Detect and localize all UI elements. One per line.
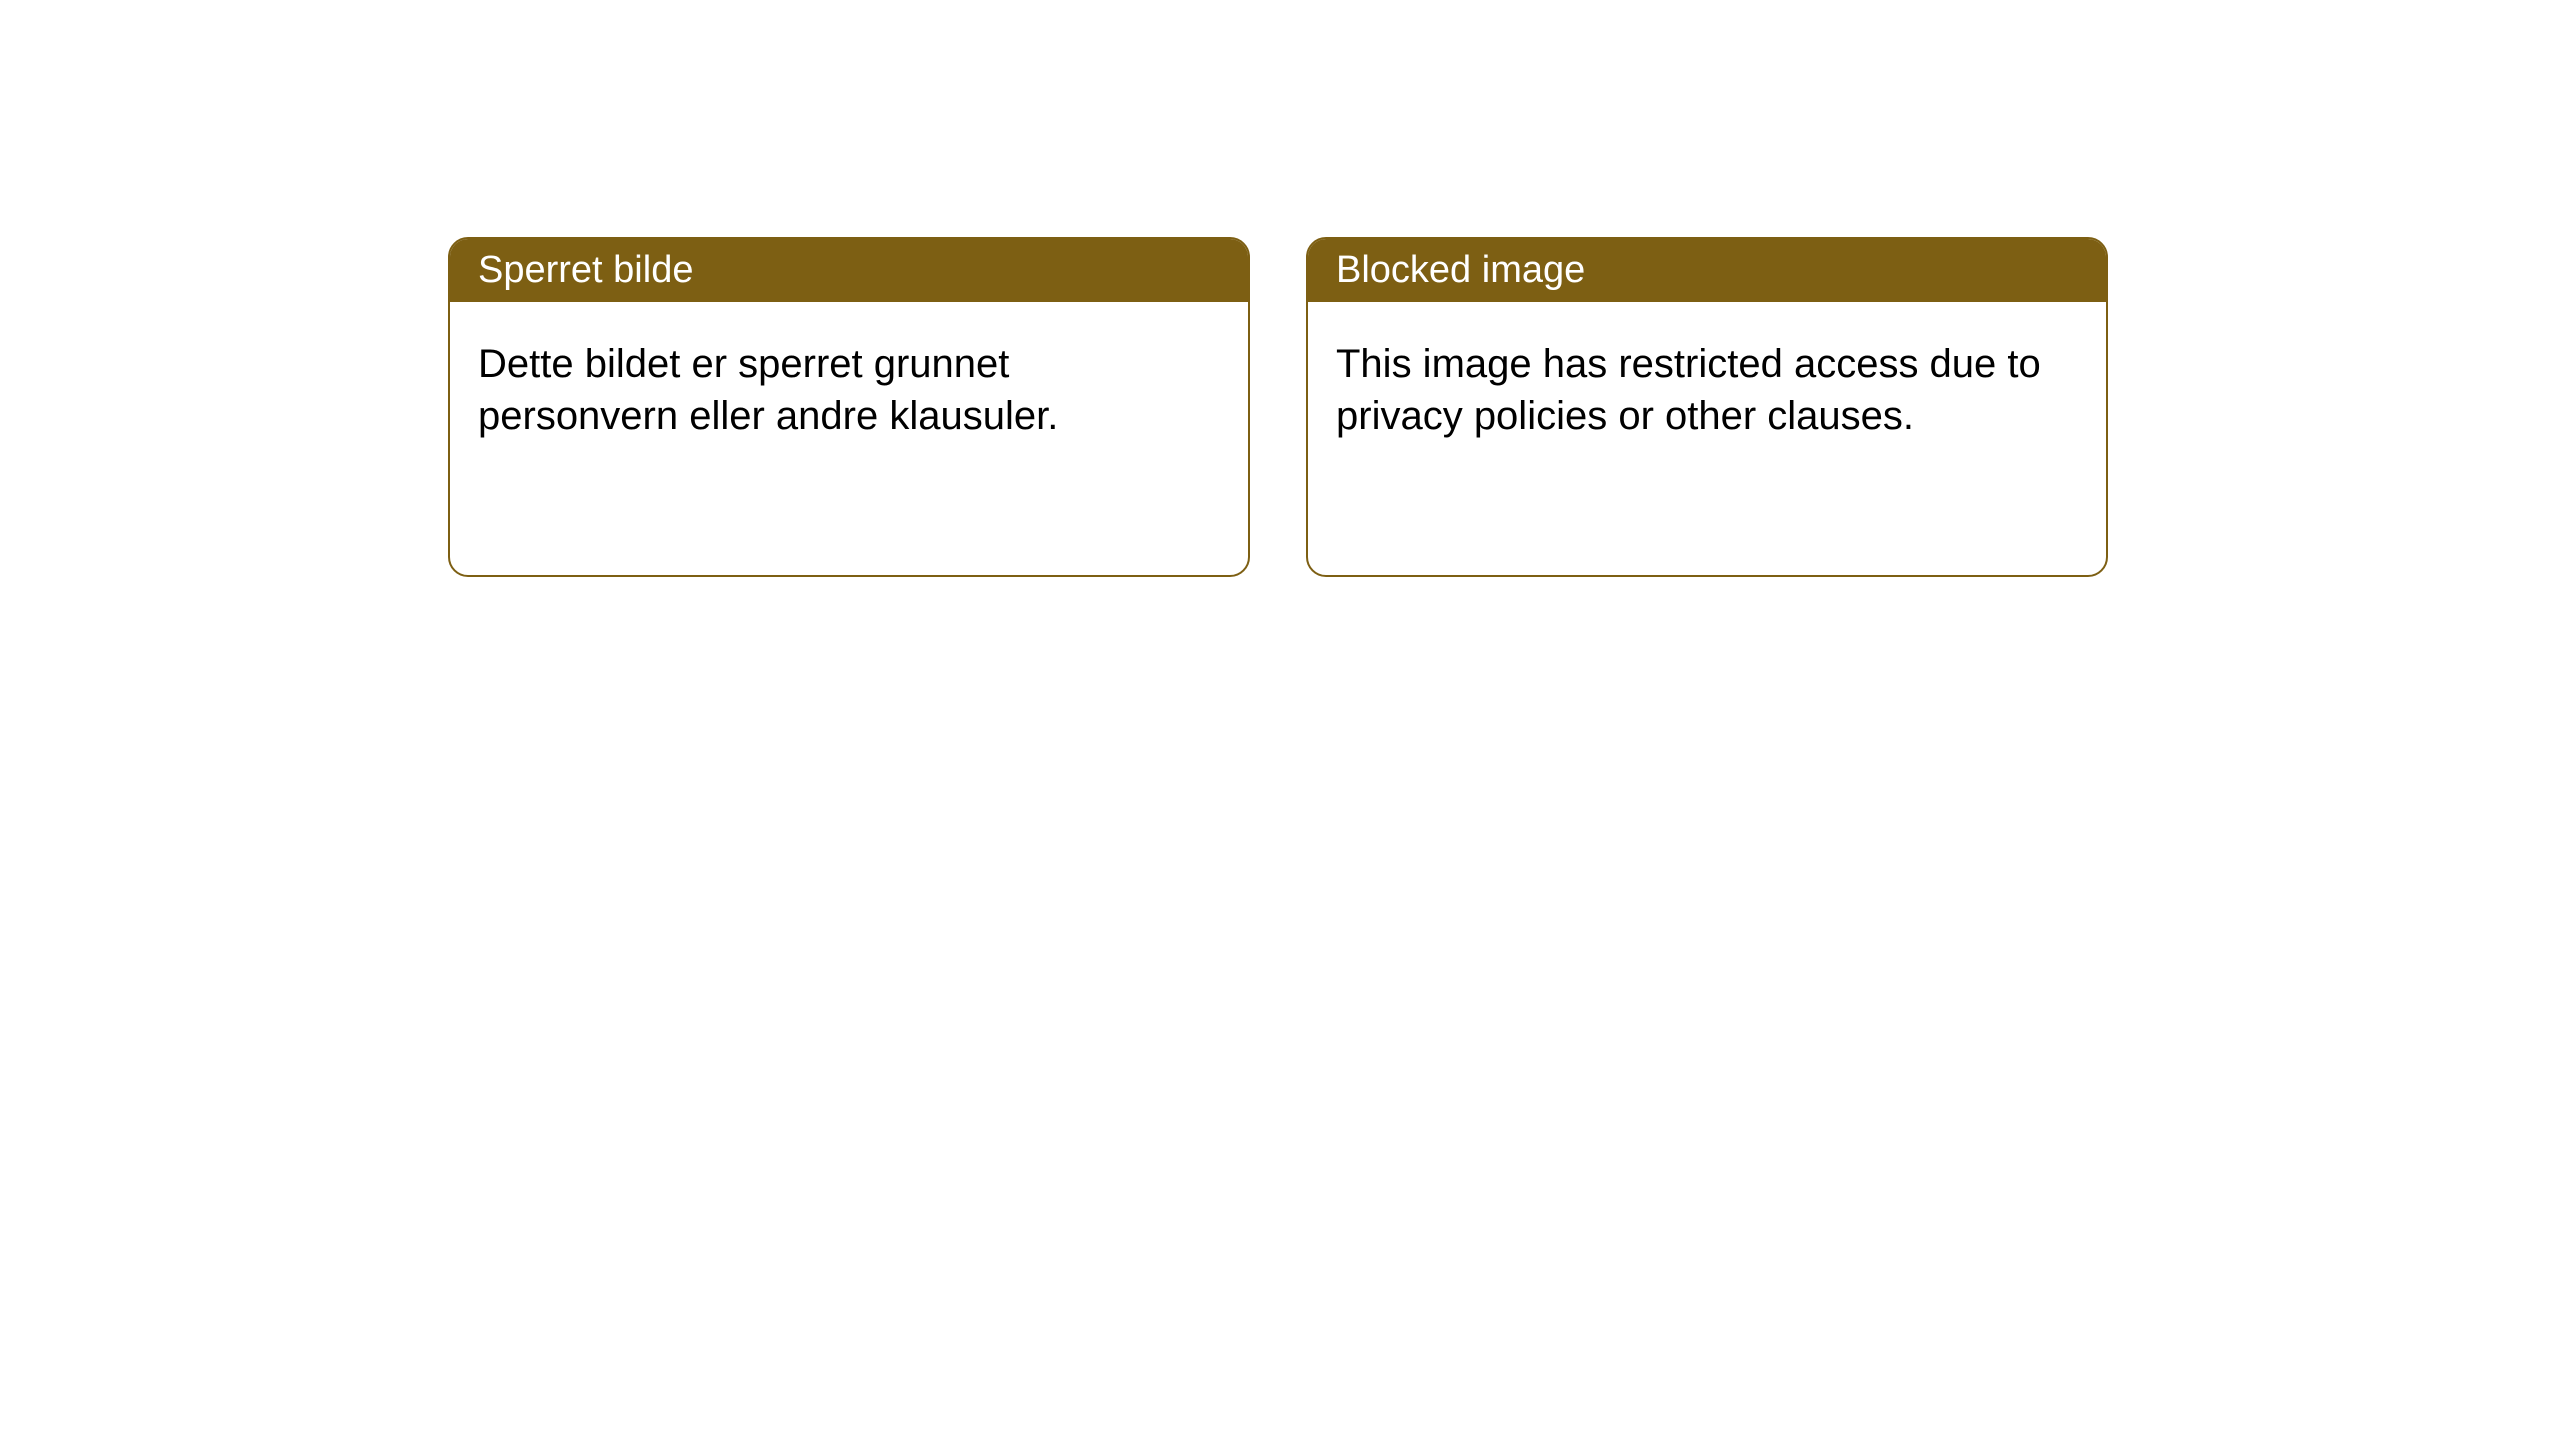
notice-title: Sperret bilde (478, 249, 693, 291)
notice-body: This image has restricted access due to … (1308, 302, 2106, 478)
notice-body-text: This image has restricted access due to … (1336, 342, 2041, 438)
notice-body-text: Dette bildet er sperret grunnet personve… (478, 342, 1058, 438)
notice-title: Blocked image (1336, 249, 1585, 291)
notice-header: Sperret bilde (450, 239, 1248, 302)
notice-box-norwegian: Sperret bilde Dette bildet er sperret gr… (448, 237, 1250, 577)
notice-box-english: Blocked image This image has restricted … (1306, 237, 2108, 577)
notice-header: Blocked image (1308, 239, 2106, 302)
notice-body: Dette bildet er sperret grunnet personve… (450, 302, 1248, 478)
notice-container: Sperret bilde Dette bildet er sperret gr… (448, 237, 2108, 577)
